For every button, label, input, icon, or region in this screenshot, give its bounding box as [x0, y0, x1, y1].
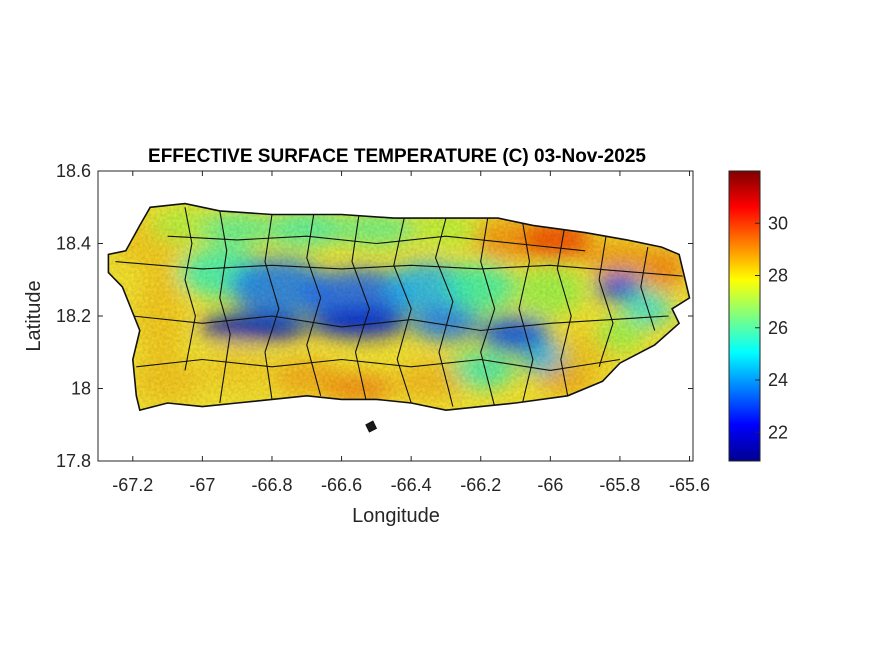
- colorbar: [728, 170, 761, 462]
- municipality-boundary: [264, 214, 280, 400]
- x-tick-label: -67.2: [112, 475, 153, 495]
- y-tick-label: 18.2: [56, 306, 91, 326]
- municipality-boundary: [306, 214, 322, 396]
- x-tick-label: -66.8: [251, 475, 292, 495]
- municipality-boundary: [167, 235, 586, 252]
- caja-de-muertos-islet: [365, 420, 378, 433]
- municipality-boundary: [136, 358, 620, 371]
- municipality-boundaries: [115, 207, 683, 407]
- x-tick-label: -66: [537, 475, 563, 495]
- x-tick-label: -65.8: [599, 475, 640, 495]
- y-tick-label: 18: [71, 379, 91, 399]
- municipality-boundary: [393, 217, 412, 404]
- colorbar-tick-label: 30: [768, 213, 788, 233]
- x-tick-label: -66.4: [391, 475, 432, 495]
- colorbar-ticks: 22 24 26 28 30: [755, 213, 788, 442]
- y-tick-label: 18.6: [56, 161, 91, 181]
- municipality-boundary: [132, 315, 669, 332]
- municipality-boundary: [115, 261, 683, 277]
- x-tick-label: -65.6: [669, 475, 710, 495]
- colorbar-tick-label: 22: [768, 422, 788, 442]
- y-axis-label: Latitude: [23, 280, 45, 351]
- municipality-boundary: [434, 217, 454, 407]
- municipality-boundary: [351, 214, 370, 400]
- colorbar-tick-label: 28: [768, 266, 788, 286]
- x-axis-label: Longitude: [352, 505, 440, 527]
- x-tick-label: -66.6: [321, 475, 362, 495]
- municipality-boundary: [556, 228, 572, 396]
- municipality-boundary: [219, 210, 231, 404]
- x-tick-label: -67: [189, 475, 215, 495]
- chart-title: EFFECTIVE SURFACE TEMPERATURE (C) 03-Nov…: [148, 146, 646, 167]
- island-coastline: [107, 202, 691, 412]
- municipality-boundary: [184, 207, 196, 371]
- x-axis: -67.2 -67 -66.8 -66.6 -66.4 -66.2 -66 -65.8 -65.…: [112, 171, 710, 495]
- municipality-boundary: [598, 236, 614, 367]
- y-tick-label: 18.4: [56, 234, 91, 254]
- x-tick-label: -66.2: [460, 475, 501, 495]
- municipality-boundary: [480, 218, 496, 407]
- colorbar-tick-label: 24: [768, 370, 788, 390]
- municipality-boundary: [640, 247, 656, 331]
- y-tick-label: 17.8: [56, 451, 91, 471]
- municipality-boundary: [518, 221, 534, 404]
- y-axis: 17.8 18 18.2 18.4 18.6: [56, 161, 693, 471]
- colorbar-tick-label: 26: [768, 318, 788, 338]
